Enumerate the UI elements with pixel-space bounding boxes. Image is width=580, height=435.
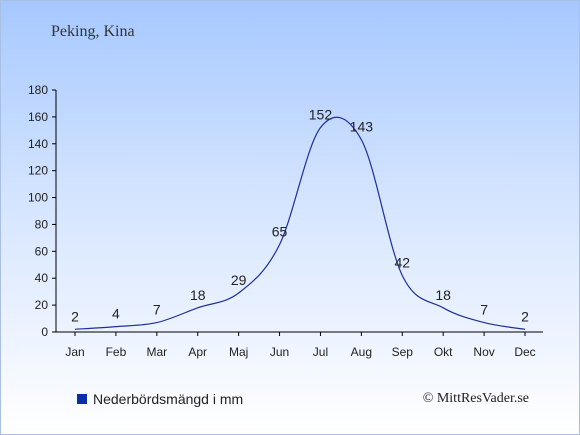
legend-label: Nederbördsmängd i mm (93, 391, 244, 407)
y-tick-label: 80 (35, 217, 49, 231)
x-tick-label: Apr (188, 345, 207, 359)
y-tick-label: 140 (28, 137, 48, 151)
series-line (74, 116, 526, 330)
x-tick-label: Jan (65, 345, 84, 359)
data-label: 65 (272, 224, 288, 240)
data-label: 7 (480, 302, 488, 318)
legend: Nederbördsmängd i mm (77, 391, 243, 407)
x-tick-label: Okt (434, 345, 453, 359)
data-label: 2 (71, 308, 79, 324)
credit-text: © MittResVader.se (422, 391, 529, 406)
data-label: 18 (435, 287, 451, 303)
x-tick-label: Jun (270, 345, 289, 359)
x-tick-label: Nov (473, 345, 494, 359)
x-tick-label: Maj (229, 345, 248, 359)
data-label: 7 (153, 302, 161, 318)
y-tick-label: 40 (35, 271, 49, 285)
data-label: 152 (309, 107, 333, 123)
data-label: 18 (190, 287, 206, 303)
x-tick-label: Jul (313, 345, 328, 359)
data-label: 4 (112, 306, 120, 322)
y-tick-label: 20 (35, 298, 49, 312)
chart-title: Peking, Kina (51, 23, 135, 40)
x-tick-label: Aug (351, 345, 372, 359)
y-tick-label: 0 (41, 325, 48, 339)
data-label: 42 (394, 255, 410, 271)
y-tick-label: 60 (35, 244, 49, 258)
x-tick-label: Dec (514, 345, 535, 359)
legend-swatch (77, 394, 87, 404)
y-tick-label: 120 (28, 164, 48, 178)
y-tick-label: 160 (28, 110, 48, 124)
data-label: 2 (521, 308, 529, 324)
x-tick-label: Feb (106, 345, 127, 359)
y-tick-label: 180 (28, 83, 48, 97)
x-tick-label: Sep (392, 345, 414, 359)
data-label: 143 (350, 119, 374, 135)
x-tick-label: Mar (146, 345, 167, 359)
data-label: 29 (231, 272, 247, 288)
y-tick-label: 100 (28, 191, 48, 205)
